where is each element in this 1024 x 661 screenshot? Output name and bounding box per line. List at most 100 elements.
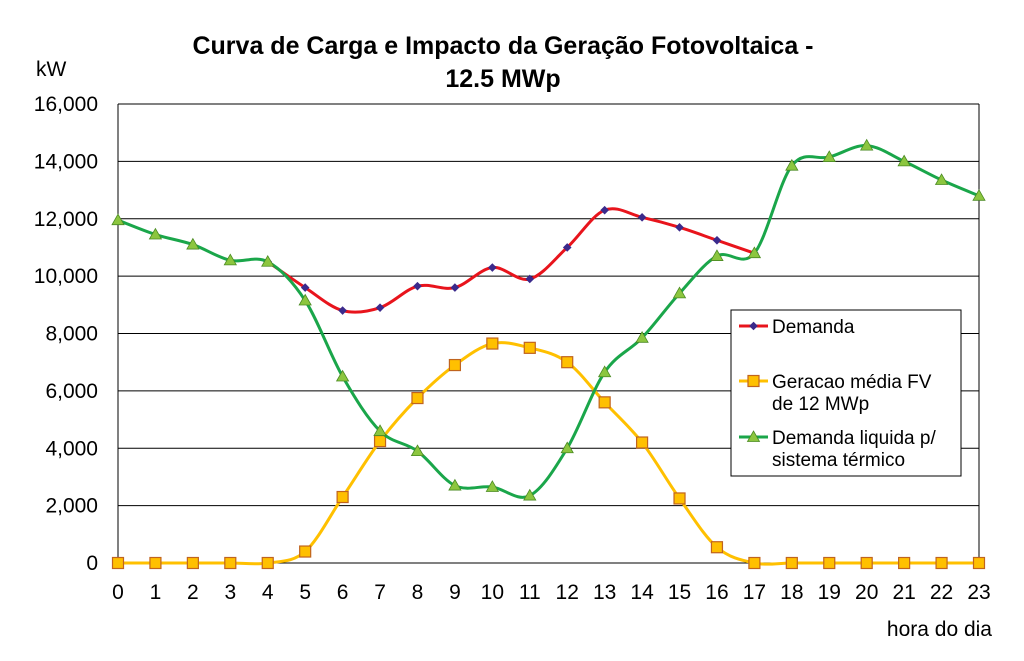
series-2-point-9 [448,478,462,491]
x-tick-label-11: 11 [519,581,541,604]
series-2-point-1 [148,227,163,240]
series-1 [111,337,986,570]
series-2-point-19 [822,150,836,162]
legend-swatch-marker-1 [747,374,760,388]
legend-swatch-marker-0 [749,321,758,331]
series-0-point-5 [450,283,460,292]
series-1-point-18 [785,556,798,570]
series-2-point-7 [373,424,387,436]
series-1-point-12 [561,356,574,369]
series-0-point-8 [562,243,572,252]
series-2-point-8 [410,444,425,457]
series-2-point-14 [635,330,649,343]
series-2 [111,138,986,501]
y-tick-label-4: 8,000 [45,323,98,346]
legend-label-1-1: de 12 MWp [772,394,869,415]
x-tick-label-18: 18 [780,581,803,604]
series-2-point-21 [897,154,911,167]
series-1-point-0 [111,556,125,570]
y-tick-label-2: 4,000 [45,437,98,460]
x-tick-label-19: 19 [818,581,841,604]
series-1-point-9 [448,358,462,372]
series-1-point-1 [149,556,162,570]
series-1-point-20 [860,556,873,570]
grid [117,103,980,564]
series-2-point-18 [785,158,799,171]
legend-label-0-0: Demanda [772,317,855,338]
legend-label-2-0: Demanda liquida p/ [772,428,936,449]
x-tick-label-4: 4 [262,581,274,604]
series-2-point-11 [523,488,537,501]
series-1-point-8 [411,391,424,405]
series-1-point-16 [710,541,724,554]
series-2-point-16 [710,249,724,261]
series-0-point-7 [525,274,535,284]
series-2-point-6 [335,369,350,382]
series-1-point-5 [299,545,312,558]
series-0-point-11 [675,223,684,232]
series-0-point-6 [488,263,497,272]
x-tick-label-10: 10 [481,581,504,604]
legend-swatch-marker-2 [746,430,761,442]
y-ticks: 0 2,000 4,000 6,000 8,000 10,000 12,000 14,000 1… [34,93,98,575]
y-axis-label: kW [36,58,67,81]
chart-title-line1: Curva de Carga e Impacto da Geração Foto… [192,32,813,60]
series-1-point-19 [823,556,836,570]
series-0-point-9 [600,205,609,215]
x-tick-label-13: 13 [593,581,616,604]
series-1-point-11 [523,341,536,354]
series-2-point-2 [186,237,200,250]
y-tick-label-7: 14,000 [34,150,98,173]
y-tick-label-8: 16,000 [34,93,98,116]
series-0-point-12 [712,235,722,245]
x-tick-label-21: 21 [892,581,915,604]
y-tick-label-6: 12,000 [34,208,98,231]
series-1-point-6 [336,490,349,504]
x-tick-label-0: 0 [112,581,124,604]
series-2-point-4 [261,254,275,267]
series-0-point-10 [637,213,647,222]
x-tick-label-5: 5 [299,581,311,604]
series-2-point-5 [298,293,312,306]
series-2-point-20 [860,138,874,151]
series-1-point-22 [935,556,948,570]
x-tick-label-2: 2 [187,581,199,604]
series-1-point-7 [373,434,387,448]
chart-title-line2: 12.5 MWp [445,65,560,93]
x-tick-label-3: 3 [224,581,236,604]
series-2-point-17 [747,246,762,259]
series-2-point-3 [223,253,237,266]
x-tick-label-12: 12 [556,581,579,604]
series-1-point-2 [186,556,199,570]
series-0-point-2 [338,306,347,315]
x-tick-label-20: 20 [855,581,878,604]
series-1-point-23 [972,556,986,570]
series-1-point-10 [486,337,499,350]
series-1-point-21 [898,556,911,570]
series-1-point-17 [748,556,761,570]
legend-box [730,309,962,477]
series-2-point-13 [597,365,612,378]
legend-label-1-0: Geracao média FV [772,372,932,393]
series-2-point-23 [972,188,986,201]
y-tick-label-3: 6,000 [45,380,98,403]
x-tick-label-23: 23 [967,581,990,604]
series-group [111,138,986,570]
series-2-point-22 [934,173,949,185]
series-2-point-10 [485,480,500,492]
y-tick-label-5: 10,000 [34,265,98,288]
series-2-point-12 [560,441,574,454]
x-tick-label-7: 7 [374,581,386,604]
series-0-point-4 [413,281,422,291]
series-1-point-15 [673,492,686,505]
series-1-point-3 [224,556,237,570]
x-tick-label-22: 22 [930,581,953,604]
series-2-point-15 [672,286,687,299]
x-tick-label-16: 16 [705,581,728,604]
series-1-point-13 [598,396,611,409]
x-tick-label-1: 1 [150,581,162,604]
series-0-point-1 [300,283,310,292]
series-2-point-0 [111,213,125,226]
